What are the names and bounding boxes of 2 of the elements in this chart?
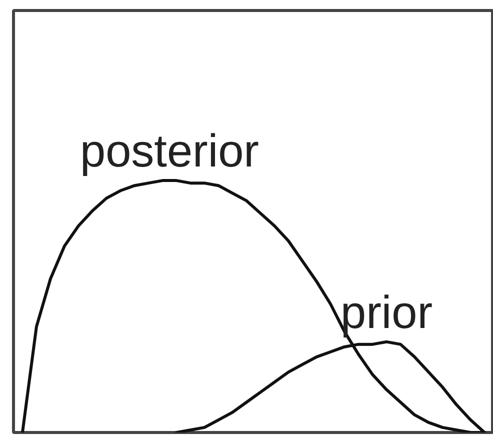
series-label: posterior (80, 124, 259, 177)
series-label: prior (340, 286, 433, 338)
